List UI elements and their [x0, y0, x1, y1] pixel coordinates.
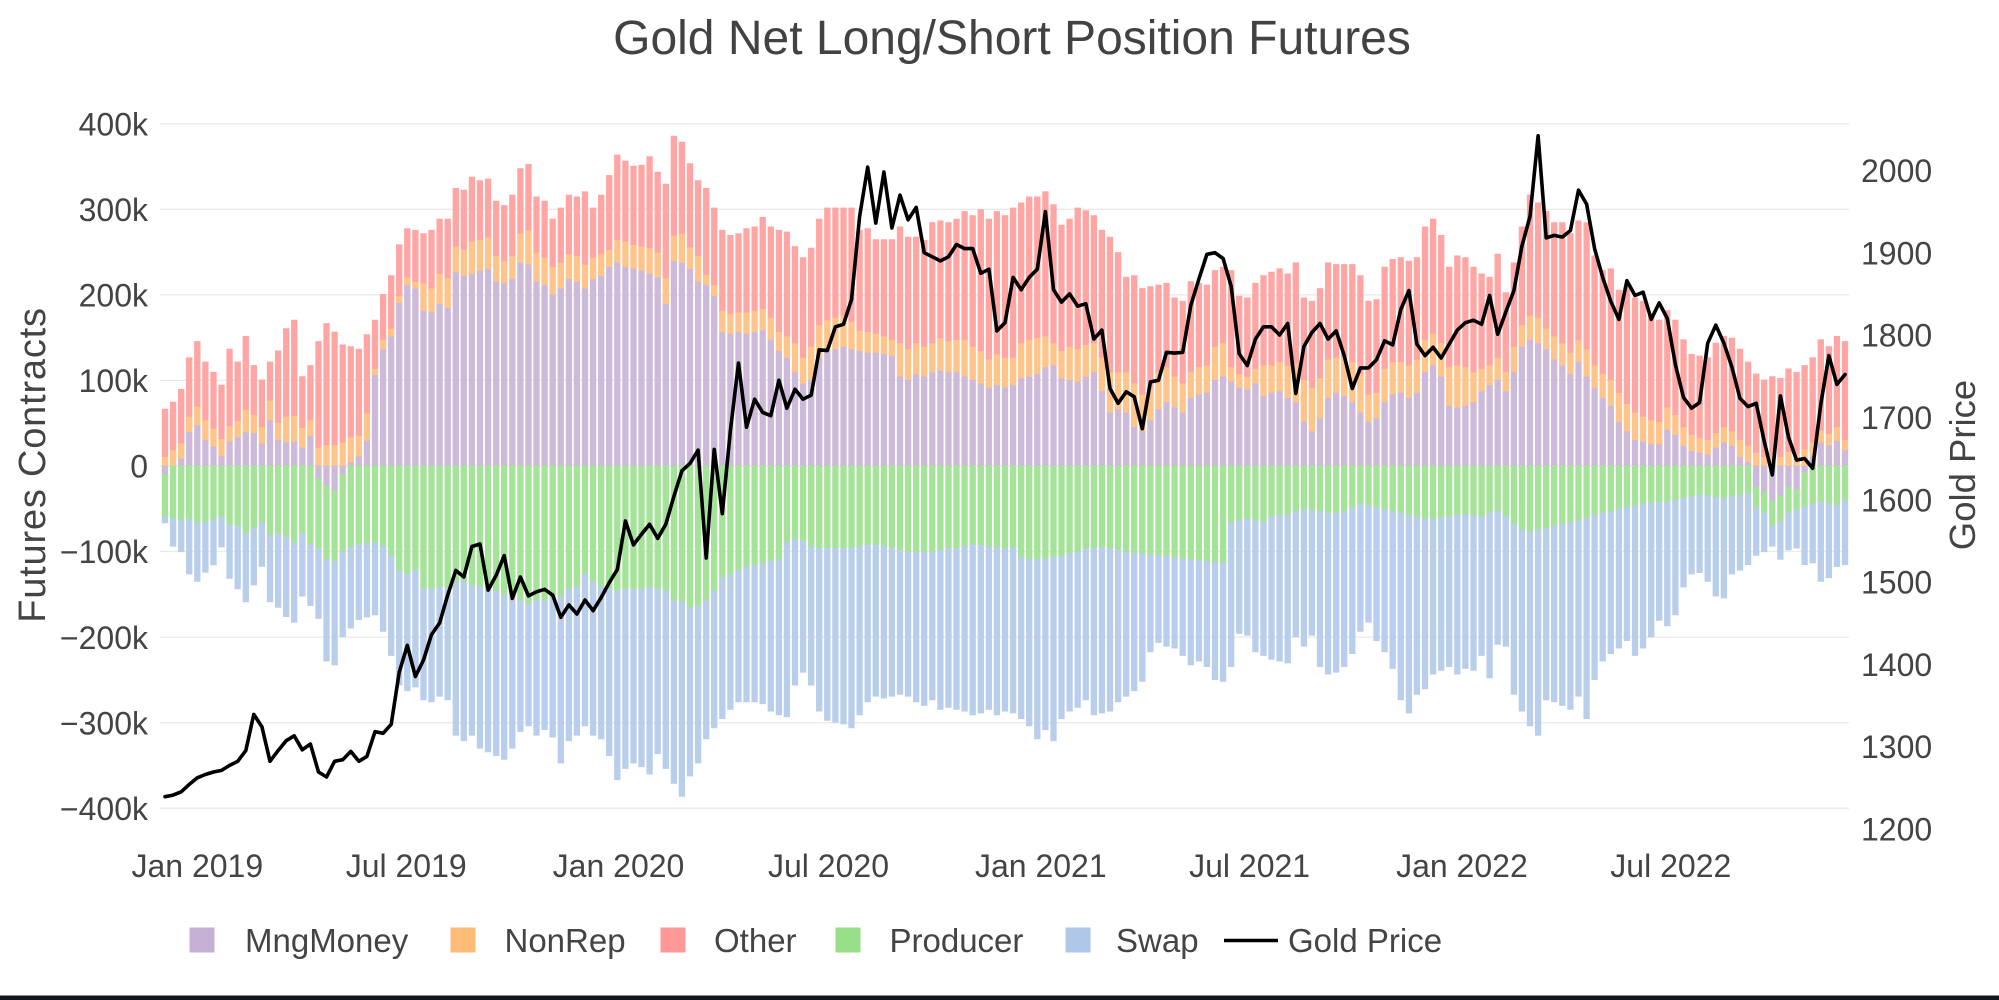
svg-text:Producer: Producer [890, 922, 1024, 959]
svg-text:100k: 100k [79, 363, 149, 399]
svg-text:−300k: −300k [60, 705, 149, 741]
svg-text:1200: 1200 [1861, 812, 1932, 848]
svg-text:1900: 1900 [1861, 235, 1932, 271]
svg-text:Gold Price: Gold Price [1942, 380, 1983, 550]
svg-text:Jul 2021: Jul 2021 [1189, 848, 1310, 884]
svg-text:Jul 2019: Jul 2019 [346, 848, 467, 884]
svg-text:400k: 400k [79, 107, 149, 143]
svg-text:1300: 1300 [1861, 729, 1932, 765]
svg-text:Jul 2020: Jul 2020 [768, 848, 889, 884]
svg-text:1800: 1800 [1861, 318, 1932, 354]
svg-text:Gold Net Long/Short Position F: Gold Net Long/Short Position Futures [613, 12, 1411, 65]
svg-text:−200k: −200k [60, 620, 149, 656]
svg-text:Futures Contracts: Futures Contracts [12, 307, 54, 623]
svg-text:1500: 1500 [1861, 565, 1932, 601]
svg-text:−400k: −400k [60, 791, 149, 827]
svg-text:MngMoney: MngMoney [245, 922, 409, 959]
svg-text:Jan 2022: Jan 2022 [1396, 848, 1528, 884]
svg-text:300k: 300k [79, 192, 149, 228]
svg-text:0: 0 [130, 449, 148, 485]
svg-text:NonRep: NonRep [505, 922, 626, 959]
svg-text:1400: 1400 [1861, 647, 1932, 683]
svg-text:1700: 1700 [1861, 400, 1932, 436]
svg-text:200k: 200k [79, 278, 149, 314]
svg-text:Jan 2021: Jan 2021 [975, 848, 1107, 884]
svg-text:1600: 1600 [1861, 482, 1932, 518]
svg-text:Jan 2019: Jan 2019 [131, 848, 263, 884]
svg-text:Other: Other [714, 922, 797, 959]
svg-text:2000: 2000 [1861, 153, 1932, 189]
svg-text:Jul 2022: Jul 2022 [1610, 848, 1731, 884]
svg-text:Gold Price: Gold Price [1288, 922, 1442, 959]
svg-text:Swap: Swap [1116, 922, 1199, 959]
svg-text:Jan 2020: Jan 2020 [553, 848, 685, 884]
svg-text:−100k: −100k [60, 534, 149, 570]
